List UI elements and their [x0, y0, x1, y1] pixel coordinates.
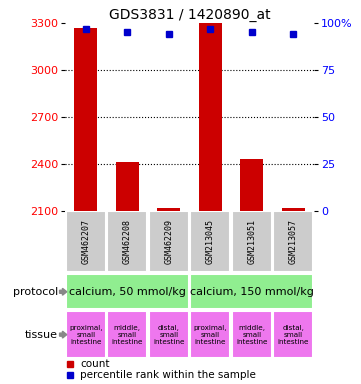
Text: distal,
small
intestine: distal, small intestine: [278, 324, 309, 344]
Text: protocol: protocol: [13, 287, 58, 297]
FancyBboxPatch shape: [273, 311, 313, 358]
Text: GSM213051: GSM213051: [247, 219, 256, 264]
FancyBboxPatch shape: [190, 211, 230, 272]
Text: middle,
small
intestine: middle, small intestine: [112, 324, 143, 344]
Bar: [116, 162, 139, 210]
FancyBboxPatch shape: [107, 311, 147, 358]
Title: GDS3831 / 1420890_at: GDS3831 / 1420890_at: [109, 8, 270, 22]
Text: GSM213057: GSM213057: [289, 219, 298, 264]
FancyBboxPatch shape: [66, 274, 189, 310]
Text: proximal,
small
intestine: proximal, small intestine: [193, 324, 227, 344]
Text: count: count: [80, 359, 109, 369]
Text: distal,
small
intestine: distal, small intestine: [153, 324, 184, 344]
FancyBboxPatch shape: [232, 311, 272, 358]
FancyBboxPatch shape: [190, 274, 313, 310]
FancyBboxPatch shape: [66, 311, 106, 358]
Bar: [74, 28, 97, 210]
FancyBboxPatch shape: [273, 211, 313, 272]
Text: percentile rank within the sample: percentile rank within the sample: [80, 370, 256, 380]
Text: GSM462208: GSM462208: [123, 219, 132, 264]
Bar: [199, 23, 222, 210]
Text: middle,
small
intestine: middle, small intestine: [236, 324, 268, 344]
Text: GSM462207: GSM462207: [81, 219, 90, 264]
FancyBboxPatch shape: [107, 211, 147, 272]
FancyBboxPatch shape: [66, 211, 106, 272]
Text: GSM213045: GSM213045: [206, 219, 215, 264]
Bar: [157, 208, 180, 210]
Bar: [282, 208, 305, 210]
Text: GSM462209: GSM462209: [164, 219, 173, 264]
FancyBboxPatch shape: [149, 311, 189, 358]
FancyBboxPatch shape: [232, 211, 272, 272]
Bar: [240, 159, 263, 210]
Text: proximal,
small
intestine: proximal, small intestine: [69, 324, 103, 344]
FancyBboxPatch shape: [190, 311, 230, 358]
FancyBboxPatch shape: [149, 211, 189, 272]
Text: calcium, 150 mmol/kg: calcium, 150 mmol/kg: [190, 287, 314, 297]
Text: tissue: tissue: [25, 329, 58, 339]
Text: calcium, 50 mmol/kg: calcium, 50 mmol/kg: [69, 287, 186, 297]
